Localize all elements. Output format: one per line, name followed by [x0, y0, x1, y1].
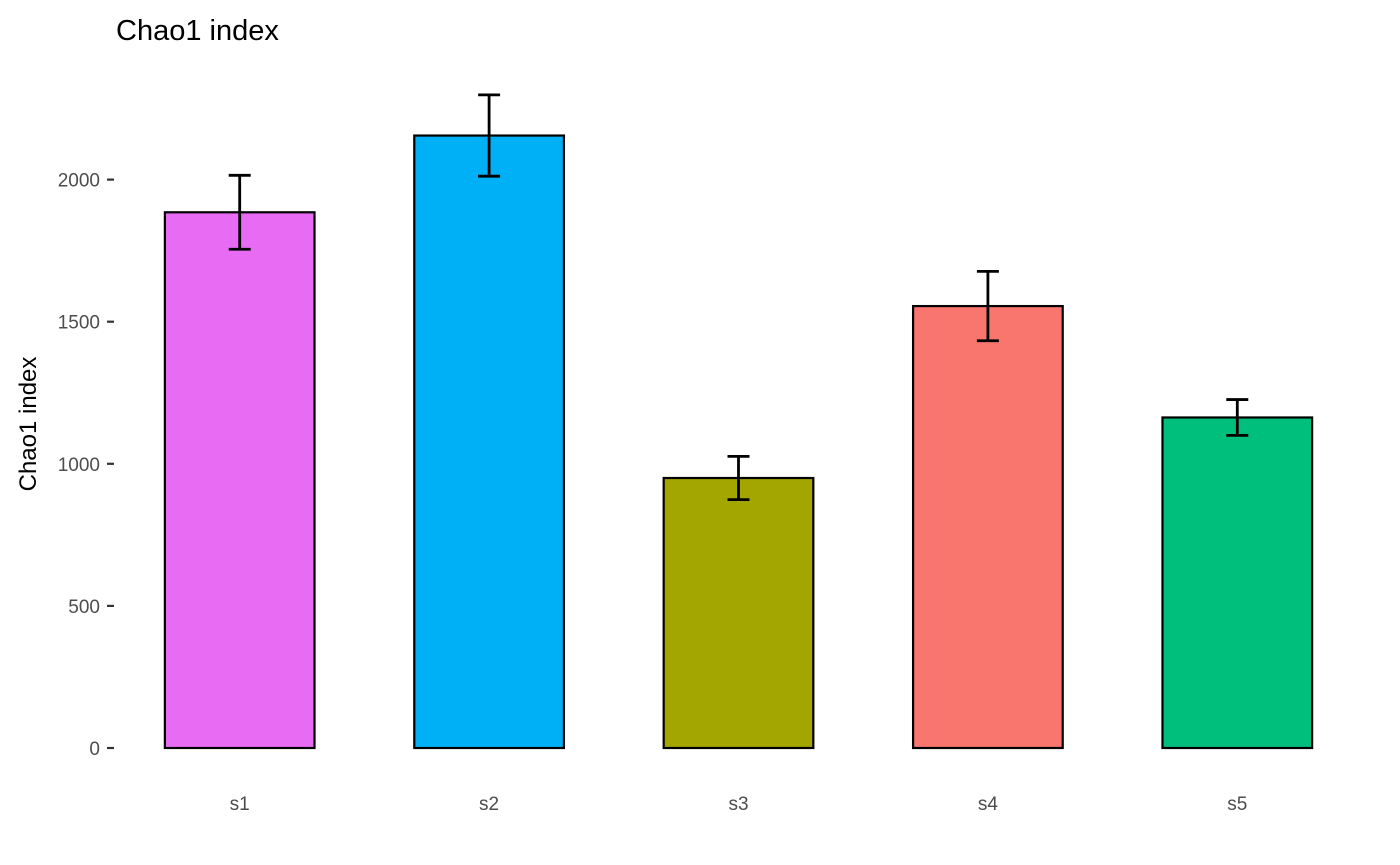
error-bar-s5: [1226, 398, 1249, 437]
y-tick-label: 1000: [58, 455, 100, 476]
bar-s3: [662, 476, 815, 750]
bar-s1: [163, 211, 316, 750]
x-tick-label-s5: s5: [1227, 794, 1247, 815]
bar-s5: [1161, 416, 1314, 750]
error-bar-s2: [478, 93, 501, 178]
bar-s4: [911, 304, 1064, 750]
bars: [163, 134, 1314, 750]
x-tick-label-s3: s3: [728, 794, 748, 815]
x-axis: s1 s2 s3 s4 s5: [230, 794, 1248, 815]
y-tick-label: 1500: [58, 313, 100, 334]
y-tick-label: 2000: [58, 171, 100, 192]
chart-title: Chao1 index: [116, 15, 279, 47]
error-bar-s4: [976, 269, 999, 343]
bar-s2: [413, 134, 566, 750]
y-tick-label: 500: [68, 597, 100, 618]
error-bars: [228, 93, 1249, 502]
error-bar-s1: [228, 173, 251, 251]
x-tick-label-s2: s2: [479, 794, 499, 815]
error-bar-s3: [727, 455, 750, 502]
y-axis-label: Chao1 index: [15, 357, 42, 492]
x-tick-label-s1: s1: [230, 794, 250, 815]
y-axis: 0 500 1000 1500 2000: [58, 171, 114, 760]
x-tick-label-s4: s4: [978, 794, 999, 815]
y-tick-label: 0: [89, 739, 100, 760]
